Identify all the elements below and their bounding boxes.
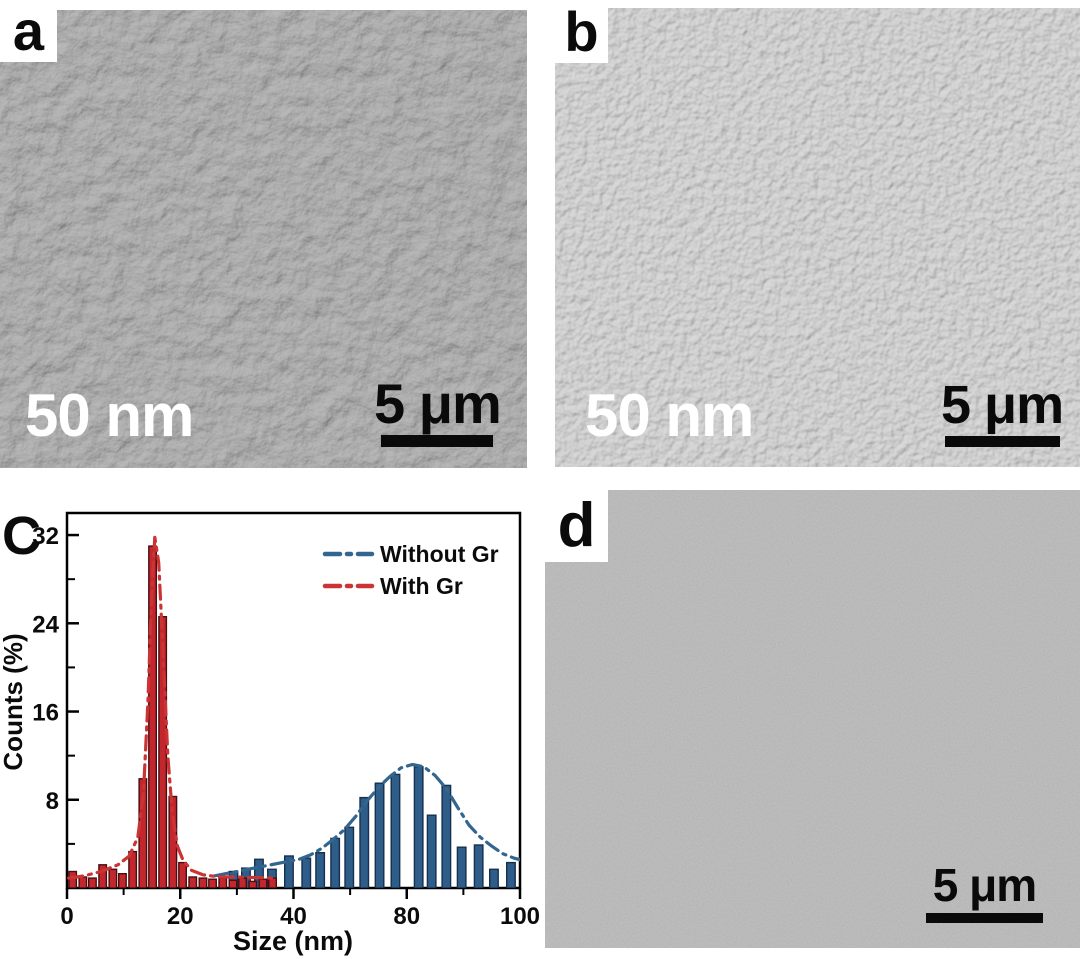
x-axis-label: Size (nm) <box>233 926 353 956</box>
panel-b-letter-box: b <box>555 0 608 63</box>
panel-c-chart: C 0 20 40 80 100 8 16 24 32 Without Gr With Gr S… <box>0 490 540 959</box>
histogram-bar <box>228 879 238 888</box>
panel-a-sem-image: a 50 nm 5 μm <box>0 0 527 468</box>
x-tick-label: 40 <box>280 903 307 930</box>
histogram-bar <box>178 861 188 888</box>
panel-a-scalebar: 5 μm <box>374 372 502 447</box>
histogram-bar <box>258 878 268 888</box>
histogram-bar <box>78 876 88 888</box>
axis-tick-labels-group: 0 20 40 80 100 8 16 24 32 <box>32 523 540 930</box>
y-tick-label: 8 <box>46 788 59 815</box>
panel-b-scalebar-label: 5 μm <box>941 375 1064 435</box>
y-tick-label: 32 <box>32 523 59 550</box>
legend: Without Gr With Gr <box>322 541 499 599</box>
histogram-bar <box>238 877 248 888</box>
sem-micrograph-d <box>545 490 1080 948</box>
panel-d-letter: d <box>557 491 596 560</box>
histogram-bar <box>330 837 341 888</box>
x-tick-label: 80 <box>393 903 420 930</box>
histogram-bar <box>68 870 78 888</box>
plot-frame <box>65 511 522 890</box>
legend-label-without-gr: Without Gr <box>380 541 499 567</box>
x-tick-label: 20 <box>167 903 194 930</box>
fit-curves-group <box>67 535 520 880</box>
panel-a-letter-box: a <box>0 0 57 62</box>
size-distribution-chart: C 0 20 40 80 100 8 16 24 32 Without Gr With Gr S… <box>0 506 540 956</box>
histogram-bar <box>301 857 312 888</box>
histogram-bar <box>117 873 127 888</box>
histogram-bar <box>413 766 424 888</box>
histogram-bar <box>344 826 355 888</box>
panel-d-scalebar: 5 μm <box>926 862 1043 923</box>
histogram-bar <box>218 877 228 888</box>
histogram-bar <box>506 861 516 888</box>
histogram-bar <box>108 868 118 888</box>
sem-micrograph-a <box>0 10 527 468</box>
panel-b-scalebar: 5 μm <box>941 375 1064 447</box>
histogram-bar <box>188 876 198 888</box>
panel-d-letter-box: d <box>545 490 608 562</box>
panel-b-sem-image: b 50 nm 5 μm <box>555 0 1080 467</box>
histogram-bar <box>248 880 258 888</box>
histogram-bar <box>473 844 484 888</box>
histogram-bar <box>208 878 218 888</box>
panel-a-scalebar-label: 5 μm <box>374 372 502 435</box>
histogram-bar <box>390 773 401 888</box>
fit-curve <box>67 535 276 880</box>
histogram-bar <box>489 868 499 888</box>
y-tick-label: 16 <box>32 700 59 727</box>
histogram-bar <box>426 814 437 888</box>
axis-ticks-group <box>65 533 522 899</box>
sem-d-texture <box>545 490 1080 948</box>
panel-b-thickness-label: 50 nm <box>585 382 754 449</box>
histogram-bar <box>148 545 158 888</box>
histogram-bar <box>198 877 208 888</box>
histogram-bar <box>315 852 326 888</box>
panel-b-letter: b <box>564 0 599 63</box>
histogram-bar <box>374 782 385 888</box>
fit-curve <box>212 762 520 878</box>
y-tick-label: 24 <box>32 611 59 638</box>
histogram-bar <box>87 877 97 888</box>
x-tick-label: 0 <box>60 903 73 930</box>
panel-b-scalebar-line <box>944 436 1060 447</box>
x-tick-label: 100 <box>500 903 540 930</box>
sem-b-texture <box>555 8 1080 467</box>
histogram-bar <box>456 846 467 888</box>
histogram-bar <box>98 864 108 888</box>
panel-a-letter: a <box>12 0 45 62</box>
panel-d-scalebar-line <box>926 913 1043 923</box>
sem-micrograph-b <box>555 8 1080 467</box>
y-axis-label: Counts (%) <box>0 633 28 770</box>
panel-a-scalebar-line <box>381 435 494 447</box>
panel-a-thickness-label: 50 nm <box>25 382 194 449</box>
panel-c-letter: C <box>2 506 41 566</box>
histogram-bar <box>441 784 452 888</box>
histogram-bar <box>359 796 370 888</box>
histogram-bar <box>284 855 294 888</box>
legend-label-with-gr: With Gr <box>380 573 463 599</box>
sem-a-texture <box>0 10 527 468</box>
panel-d-sem-image: d 5 μm <box>545 490 1080 948</box>
panel-d-scalebar-label: 5 μm <box>932 859 1037 911</box>
histogram-bar <box>168 795 178 888</box>
